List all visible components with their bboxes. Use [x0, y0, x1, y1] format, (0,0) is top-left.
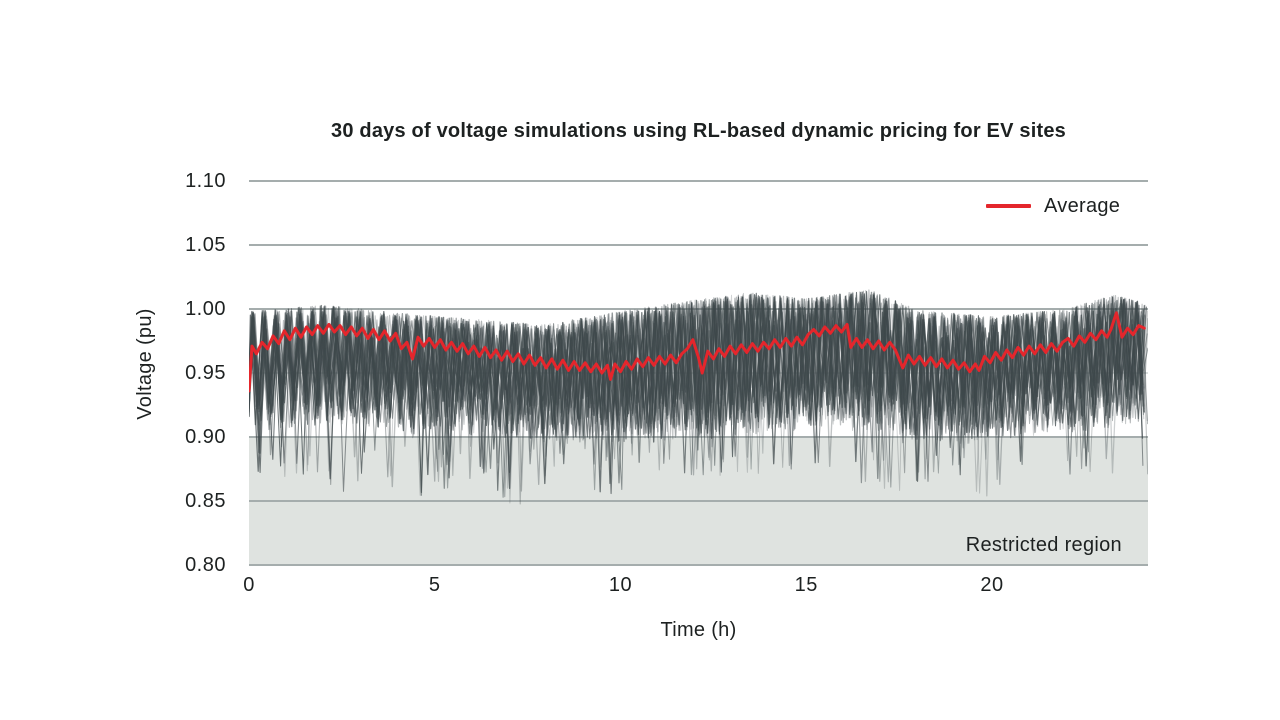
legend: Average [986, 194, 1120, 218]
legend-average-label: Average [1044, 194, 1121, 217]
average-line [249, 311, 1146, 393]
x-tick-label: 0 [243, 574, 255, 596]
y-tick-label: 0.80 [185, 554, 226, 576]
y-tick-label: 0.85 [185, 490, 226, 512]
restricted-region-label: Restricted region [965, 534, 1122, 556]
x-tick-label: 15 [794, 574, 818, 596]
x-tick-label: 5 [428, 574, 441, 596]
y-tick-label: 1.00 [185, 298, 226, 320]
x-tick-label: 20 [980, 574, 1004, 596]
x-tick-label: 10 [608, 574, 633, 596]
y-tick-label: 1.05 [185, 234, 226, 256]
average-line-swatch [986, 204, 1031, 208]
x-axis-title: Time (h) [660, 619, 737, 641]
y-tick-label: 0.90 [185, 426, 226, 448]
y-tick-label: 1.10 [185, 170, 226, 192]
y-tick-label: 0.95 [185, 362, 226, 384]
chart-title: 30 days of voltage simulations using RL-… [331, 120, 1066, 142]
